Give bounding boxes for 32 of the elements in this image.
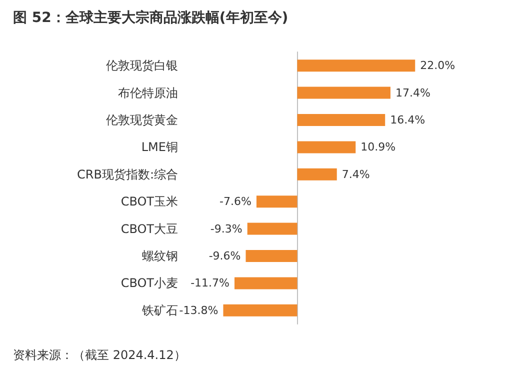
bar [297,86,390,99]
bar [234,277,298,290]
data-label: 10.9% [360,140,396,154]
y-tick-label: CBOT小麦 [120,276,178,290]
data-label: 17.4% [395,86,430,100]
y-tick-label: 铁矿石 [141,303,178,318]
bar [256,196,298,208]
y-tick-label: CBOT大豆 [120,222,178,236]
data-label: 16.4% [390,114,426,126]
data-label: -11.7% [190,276,230,290]
y-tick-label: 伦敦现货黄金 [106,113,178,127]
text: 资料来源：（截至 2024.4.12） [13,348,186,362]
data-label: 7.4% [342,168,370,181]
y-tick-label: 螺纹钢 [142,249,178,263]
y-tick-label: 伦敦现货白银 [106,58,178,73]
y-tick-label: CBOT玉米 [120,194,178,209]
bar [297,168,337,180]
bar [297,141,356,154]
data-label: -13.8% [179,304,218,317]
chart-title: 图 52：全球主要大宗商品涨跌幅(年初至今) [13,9,288,26]
y-tick-label: CRB现货指数:综合 [77,167,178,182]
bar [297,114,386,126]
y-tick-label: LME铜 [141,140,178,154]
data-label: 22.0% [420,59,456,72]
bar [297,60,416,72]
data-label: -9.6% [208,250,241,262]
bar [246,250,298,262]
bar [247,222,298,235]
data-label: -7.6% [220,195,252,208]
data-label: -9.3% [210,222,242,236]
y-tick-label: 布伦特原油 [118,86,178,100]
bar [223,304,298,316]
